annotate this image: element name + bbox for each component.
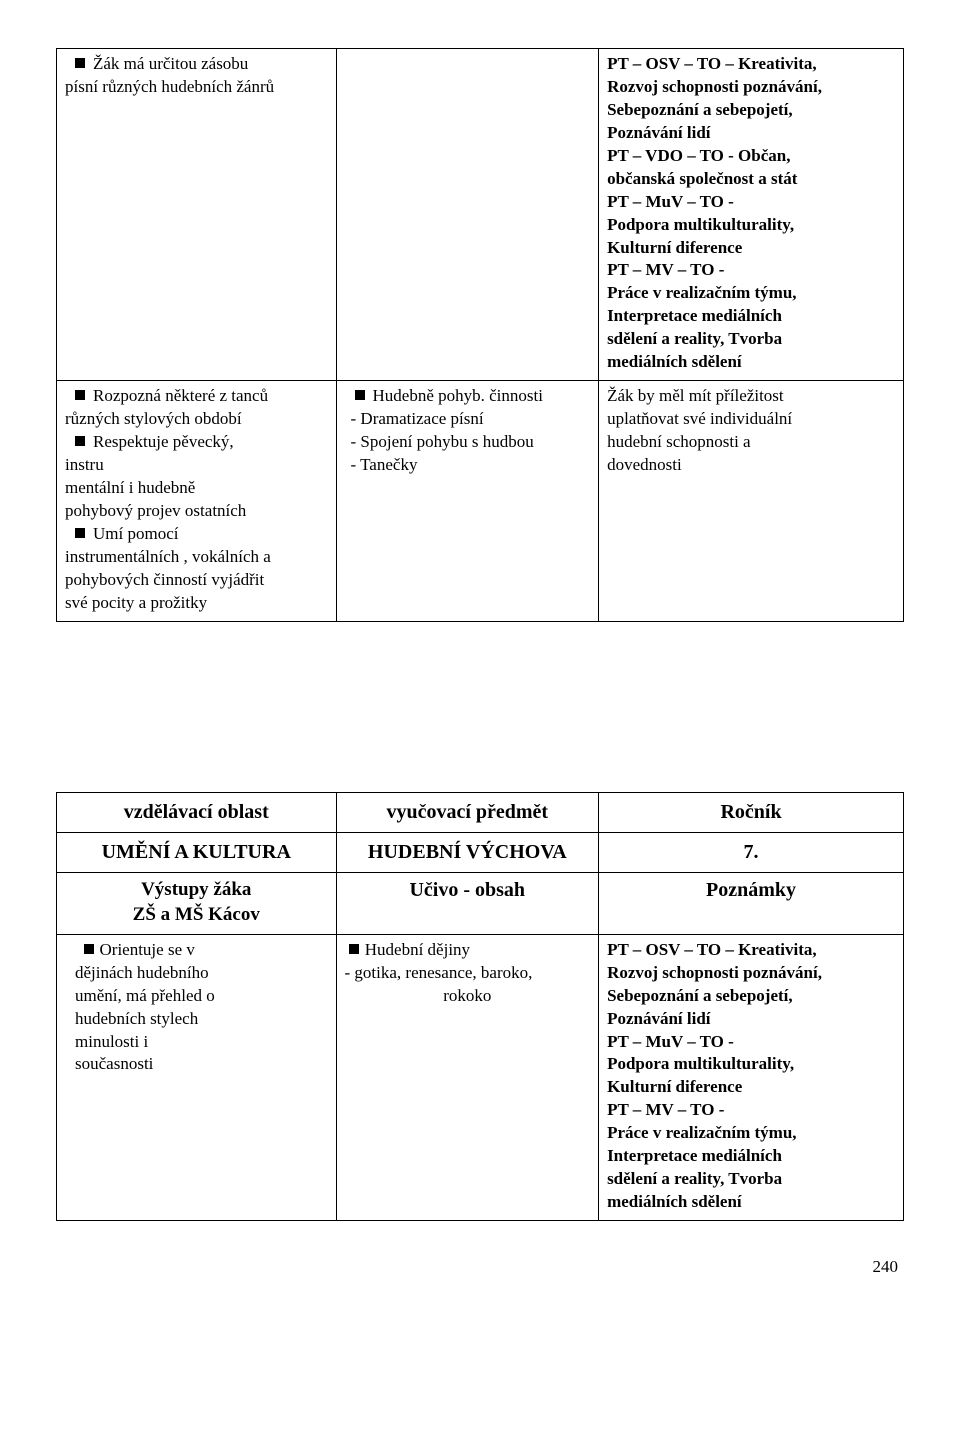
text: PT – MuV – TO - bbox=[607, 191, 895, 214]
text: pohybových činností vyjádřit bbox=[65, 569, 328, 592]
text: Respektuje pěvecký, bbox=[93, 432, 234, 451]
text: PT – OSV – TO – Kreativita, bbox=[607, 939, 895, 962]
cell-mid: Hudební dějiny - gotika, renesance, baro… bbox=[336, 934, 599, 1220]
text: Umí pomocí bbox=[93, 524, 178, 543]
text: sdělení a reality, Tvorba bbox=[607, 328, 895, 351]
square-bullet-icon bbox=[75, 436, 85, 446]
text: mediálních sdělení bbox=[607, 1191, 895, 1214]
text: pohybový projev ostatních bbox=[65, 500, 328, 523]
table-bottom: vzdělávací oblast vyučovací předmět Ročn… bbox=[56, 792, 904, 1222]
text: PT – OSV – TO – Kreativita, bbox=[607, 53, 895, 76]
text: Podpora multikulturality, bbox=[607, 1053, 895, 1076]
subheader-cell: Učivo - obsah bbox=[336, 872, 599, 934]
text: hudebních stylech bbox=[75, 1008, 328, 1031]
header-cell: UMĚNÍ A KULTURA bbox=[57, 832, 337, 872]
text: Rozvoj schopnosti poznávání, bbox=[607, 962, 895, 985]
text: písní různých hudebních žánrů bbox=[65, 76, 328, 99]
text: Poznávání lidí bbox=[607, 122, 895, 145]
text: Kulturní diference bbox=[607, 237, 895, 260]
text: umění, má přehled o bbox=[75, 985, 328, 1008]
text: Rozpozná některé z tanců bbox=[93, 386, 268, 405]
text: Poznávání lidí bbox=[607, 1008, 895, 1031]
text: hudební schopnosti a bbox=[607, 431, 895, 454]
text: Žák má určitou zásobu bbox=[93, 54, 248, 73]
text: různých stylových období bbox=[65, 408, 328, 431]
subheader-cell: Poznámky bbox=[599, 872, 904, 934]
text: rokoko bbox=[345, 985, 591, 1008]
text: - Tanečky bbox=[345, 454, 591, 477]
text: občanská společnost a stát bbox=[607, 168, 895, 191]
header-cell: Ročník bbox=[599, 792, 904, 832]
text: současnosti bbox=[75, 1053, 328, 1076]
vertical-gap bbox=[56, 622, 904, 792]
table-top: Žák má určitou zásobu písní různých hude… bbox=[56, 48, 904, 622]
text: minulosti i bbox=[75, 1031, 328, 1054]
text: Rozvoj schopnosti poznávání, bbox=[607, 76, 895, 99]
page-number: 240 bbox=[56, 1221, 904, 1277]
text: Práce v realizačním týmu, bbox=[607, 282, 895, 305]
text: mediálních sdělení bbox=[607, 351, 895, 374]
text: Hudební dějiny bbox=[365, 940, 470, 959]
square-bullet-icon bbox=[75, 528, 85, 538]
table-row: Rozpozná některé z tanců různých stylový… bbox=[57, 381, 904, 621]
table-subheader-row: Výstupy žáka ZŠ a MŠ Kácov Učivo - obsah… bbox=[57, 872, 904, 934]
table-header-row: UMĚNÍ A KULTURA HUDEBNÍ VÝCHOVA 7. bbox=[57, 832, 904, 872]
text: Hudebně pohyb. činnosti bbox=[373, 386, 543, 405]
cell-mid: Hudebně pohyb. činnosti - Dramatizace pí… bbox=[336, 381, 599, 621]
table-header-row: vzdělávací oblast vyučovací předmět Ročn… bbox=[57, 792, 904, 832]
cell-left: Žák má určitou zásobu písní různých hude… bbox=[57, 49, 337, 381]
text: Žák by měl mít příležitost bbox=[607, 385, 895, 408]
text: PT – MuV – TO - bbox=[607, 1031, 895, 1054]
text: instru bbox=[65, 454, 328, 477]
header-cell: vyučovací předmět bbox=[336, 792, 599, 832]
text: instrumentálních , vokálních a bbox=[65, 546, 328, 569]
text: své pocity a prožitky bbox=[65, 592, 328, 615]
table-row: Orientuje se v dějinách hudebního umění,… bbox=[57, 934, 904, 1220]
cell-left: Orientuje se v dějinách hudebního umění,… bbox=[57, 934, 337, 1220]
text: - gotika, renesance, baroko, bbox=[345, 962, 591, 985]
square-bullet-icon bbox=[84, 944, 94, 954]
header-cell: HUDEBNÍ VÝCHOVA bbox=[336, 832, 599, 872]
text: Kulturní diference bbox=[607, 1076, 895, 1099]
square-bullet-icon bbox=[355, 390, 365, 400]
text: dovednosti bbox=[607, 454, 895, 477]
subheader-cell: Výstupy žáka ZŠ a MŠ Kácov bbox=[57, 872, 337, 934]
cell-right: PT – OSV – TO – Kreativita, Rozvoj schop… bbox=[599, 934, 904, 1220]
text: Práce v realizačním týmu, bbox=[607, 1122, 895, 1145]
header-cell: vzdělávací oblast bbox=[57, 792, 337, 832]
text: uplatňovat své individuální bbox=[607, 408, 895, 431]
text: PT – MV – TO - bbox=[607, 259, 895, 282]
text: Výstupy žáka bbox=[65, 877, 328, 903]
square-bullet-icon bbox=[349, 944, 359, 954]
text: Orientuje se v bbox=[100, 940, 195, 959]
table-row: Žák má určitou zásobu písní různých hude… bbox=[57, 49, 904, 381]
cell-mid-empty bbox=[336, 49, 599, 381]
cell-left: Rozpozná některé z tanců různých stylový… bbox=[57, 381, 337, 621]
text: PT – VDO – TO - Občan, bbox=[607, 145, 895, 168]
text: Sebepoznání a sebepojetí, bbox=[607, 985, 895, 1008]
text: ZŠ a MŠ Kácov bbox=[65, 902, 328, 928]
text: Podpora multikulturality, bbox=[607, 214, 895, 237]
square-bullet-icon bbox=[75, 58, 85, 68]
text: dějinách hudebního bbox=[75, 962, 328, 985]
cell-right: Žák by měl mít příležitost uplatňovat sv… bbox=[599, 381, 904, 621]
text: Interpretace mediálních bbox=[607, 1145, 895, 1168]
text: mentální i hudebně bbox=[65, 477, 328, 500]
square-bullet-icon bbox=[75, 390, 85, 400]
cell-right: PT – OSV – TO – Kreativita, Rozvoj schop… bbox=[599, 49, 904, 381]
text: Sebepoznání a sebepojetí, bbox=[607, 99, 895, 122]
text: Interpretace mediálních bbox=[607, 305, 895, 328]
text: - Spojení pohybu s hudbou bbox=[345, 431, 591, 454]
text: PT – MV – TO - bbox=[607, 1099, 895, 1122]
header-cell: 7. bbox=[599, 832, 904, 872]
text: - Dramatizace písní bbox=[345, 408, 591, 431]
text: sdělení a reality, Tvorba bbox=[607, 1168, 895, 1191]
